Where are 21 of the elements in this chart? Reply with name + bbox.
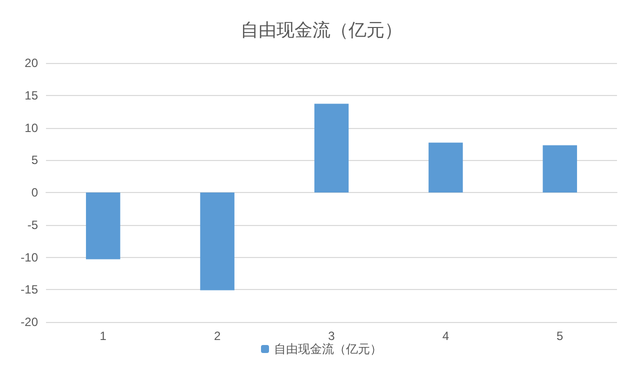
bar <box>200 192 234 290</box>
y-tick-label: -10 <box>20 250 38 264</box>
y-tick-label: -5 <box>27 218 38 232</box>
y-tick-label: 20 <box>24 56 38 70</box>
bar <box>86 192 120 260</box>
y-tick-label: -20 <box>20 315 38 329</box>
bar <box>428 142 463 192</box>
y-tick-label: 10 <box>24 120 38 135</box>
x-tick-label: 2 <box>214 329 221 343</box>
y-tick-label: 15 <box>24 88 38 102</box>
y-tick-label: 5 <box>31 153 38 168</box>
chart-title: 自由现金流（亿元） <box>240 20 402 40</box>
y-tick-label: -15 <box>20 282 38 297</box>
x-tick-label: 1 <box>100 329 107 343</box>
legend-label: 自由现金流（亿元） <box>274 342 382 356</box>
x-tick-label: 4 <box>442 329 450 343</box>
bar <box>542 145 578 192</box>
y-tick-label: 0 <box>31 186 38 200</box>
x-tick-label: 5 <box>556 329 564 343</box>
bar <box>314 104 349 192</box>
x-tick-label: 3 <box>328 329 336 343</box>
